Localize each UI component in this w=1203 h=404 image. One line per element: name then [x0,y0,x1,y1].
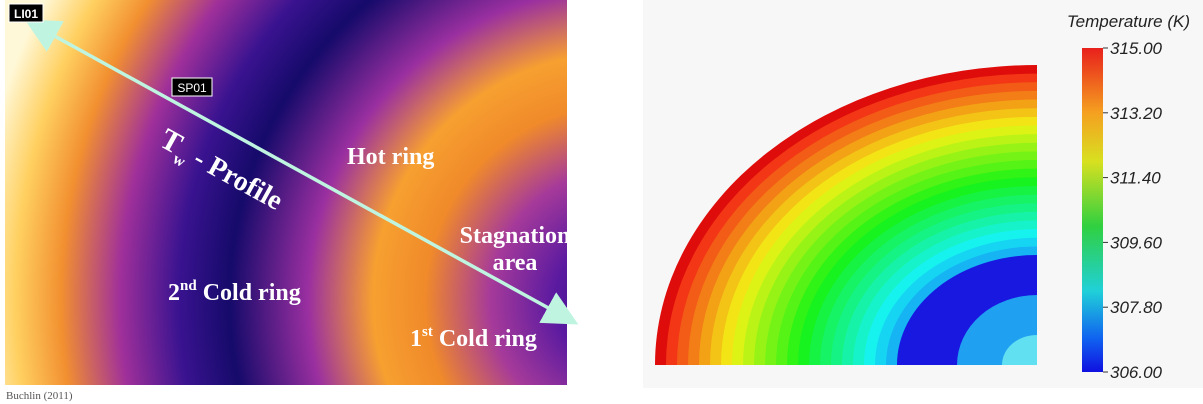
colorbar-tick-label: 313.20 [1110,104,1163,123]
colorbar-tick-label: 306.00 [1110,363,1163,382]
ir-panel: LI01 SP01 Tw - Profile Hot ring Stagnati… [5,0,570,402]
line-tag: LI01 [14,7,38,21]
colorbar-tick-label: 309.60 [1110,233,1163,252]
caption: Buchlin (2011) [6,390,73,402]
hot-ring-label: Hot ring [347,144,434,170]
stagnation-label: Stagnation [460,223,571,249]
figure: LI01 SP01 Tw - Profile Hot ring Stagnati… [0,0,1203,404]
colorbar-title: Temperature (K) [1067,12,1190,31]
spot-tag: SP01 [177,81,207,95]
colorbar-bar [1082,48,1103,372]
colorbar-tick-label: 315.00 [1110,39,1163,58]
colorbar-tick-label: 307.80 [1110,298,1163,317]
stagnation-label: area [493,250,538,276]
colorbar-tick-label: 311.40 [1110,169,1161,188]
